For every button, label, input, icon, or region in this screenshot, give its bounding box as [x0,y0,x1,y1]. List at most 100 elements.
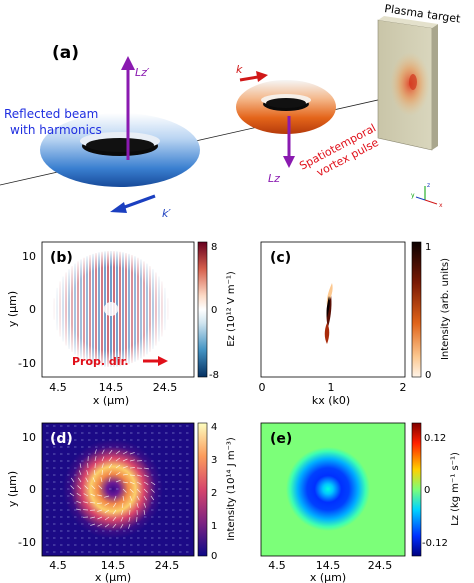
flux-arrow [122,451,128,455]
flux-arrow [79,463,82,469]
b-ylabel: y (μm) [6,291,19,327]
flux-arrow [104,502,110,506]
flux-arrow [120,509,124,515]
panel-c: (c) 0 1 2 kx (k0) 1 0 Intensity (arb. un… [259,241,451,407]
lz-label: Lz [268,172,280,185]
flux-arrow [115,464,121,469]
c-cbtick-1: 1 [425,242,431,253]
flux-arrow [70,485,75,490]
flux-arrow [92,477,96,483]
c-cbtick-0: 0 [425,370,431,381]
d-ytick-0: 0 [29,483,36,496]
flux-arrow [115,450,121,455]
lz-arrow [283,116,295,168]
flux-arrow [78,477,82,483]
flux-arrow [70,477,75,483]
flux-arrow [94,470,96,476]
flux-arrow [129,481,135,485]
flux-arrow [84,485,89,490]
flux-arrow [122,481,128,484]
flux-arrow [112,523,117,529]
panel-e-label: (e) [270,431,292,447]
flux-arrow [90,502,96,504]
flux-arrow [143,502,147,508]
d-cbtick-0: 0 [211,551,217,562]
b-xtick-24.5: 24.5 [153,381,178,394]
flux-arrow [136,502,139,508]
e-cbtick-0: 0 [424,485,430,496]
flux-arrow [115,472,121,476]
k-arrow [239,71,268,82]
prop-dir-arrow [143,356,168,366]
b-colorbar [197,241,208,378]
b-ytick-minus10: -10 [18,357,36,370]
c-xtick-2: 2 [400,381,407,394]
panel-c-label: (c) [270,250,291,266]
reflected-beam-label-line1: Reflected beam [4,107,98,121]
flux-arrow [69,492,75,497]
d-ytick-minus10: -10 [18,536,36,549]
b-xlabel: x (μm) [93,394,129,407]
flux-arrow [112,516,117,522]
flux-arrow [122,473,128,476]
d-ylabel: y (μm) [6,471,19,507]
flux-arrow [150,481,156,486]
d-colorbar-label: Intensity (10¹⁴ J m⁻³) [226,437,237,541]
flux-arrow [143,509,146,515]
prop-dir-label: Prop. dir. [72,355,129,368]
d-xtick-14.5: 14.5 [101,559,126,572]
stv-torus [236,80,336,134]
flux-arrow [115,457,121,462]
flux-arrow [120,523,124,529]
plasma-target-plate [377,16,438,151]
e-cbtick-minus0.12: -0.12 [422,538,448,549]
panel-d: (d) 10 0 -10 y (μm) 4.5 14.5 24.5 x (μm)… [6,422,237,583]
flux-arrow [104,523,110,528]
flux-arrow [77,485,82,490]
panel-d-intensity [46,425,189,553]
flux-arrow [136,481,142,485]
flux-arrow [129,488,134,493]
flux-arrow [86,470,89,476]
flux-arrow [90,523,96,526]
flux-arrow [76,500,82,504]
flux-arrow [104,516,110,521]
d-cbtick-4: 4 [211,422,217,433]
d-cbtick-2: 2 [211,488,217,499]
flux-arrow [101,470,103,476]
b-cbtick-0: 0 [211,305,217,316]
c-colorbar [411,241,422,378]
flux-arrow [112,509,117,515]
flux-arrow [136,495,140,501]
k-label: k [236,63,243,76]
flux-arrow [143,488,148,493]
panel-b: (b) 10 0 -10 y (μm) 4.5 14.5 24.5 x (μm)… [6,241,237,407]
flux-arrow [83,493,89,497]
b-ytick-10: 10 [22,250,36,263]
flux-arrow [108,456,113,462]
flux-arrow [143,467,149,470]
panel-a-label: (a) [52,43,79,63]
flux-arrow [85,477,89,483]
flux-arrow [129,502,131,508]
flux-arrow [115,479,121,483]
flux-arrow [128,523,131,529]
c-xtick-0: 0 [259,381,266,394]
e-xtick-24.5: 24.5 [368,559,393,572]
flux-arrow [76,508,82,511]
flux-arrow [108,477,111,483]
flux-arrow [97,523,103,527]
flux-arrow [98,485,103,490]
flux-arrow [129,452,135,455]
b-colorbar-label: Ez (10¹² V m⁻¹) [226,271,237,347]
flux-arrow [94,456,97,462]
flux-arrow [104,509,110,514]
flux-arrow [150,495,155,501]
flux-arrow [91,485,96,490]
flux-arrow [108,463,113,469]
panel-c-spectrum [324,283,333,344]
c-xlabel: kx (k0) [312,394,350,407]
panel-e-lz-map [286,447,370,531]
flux-arrow [122,488,127,493]
